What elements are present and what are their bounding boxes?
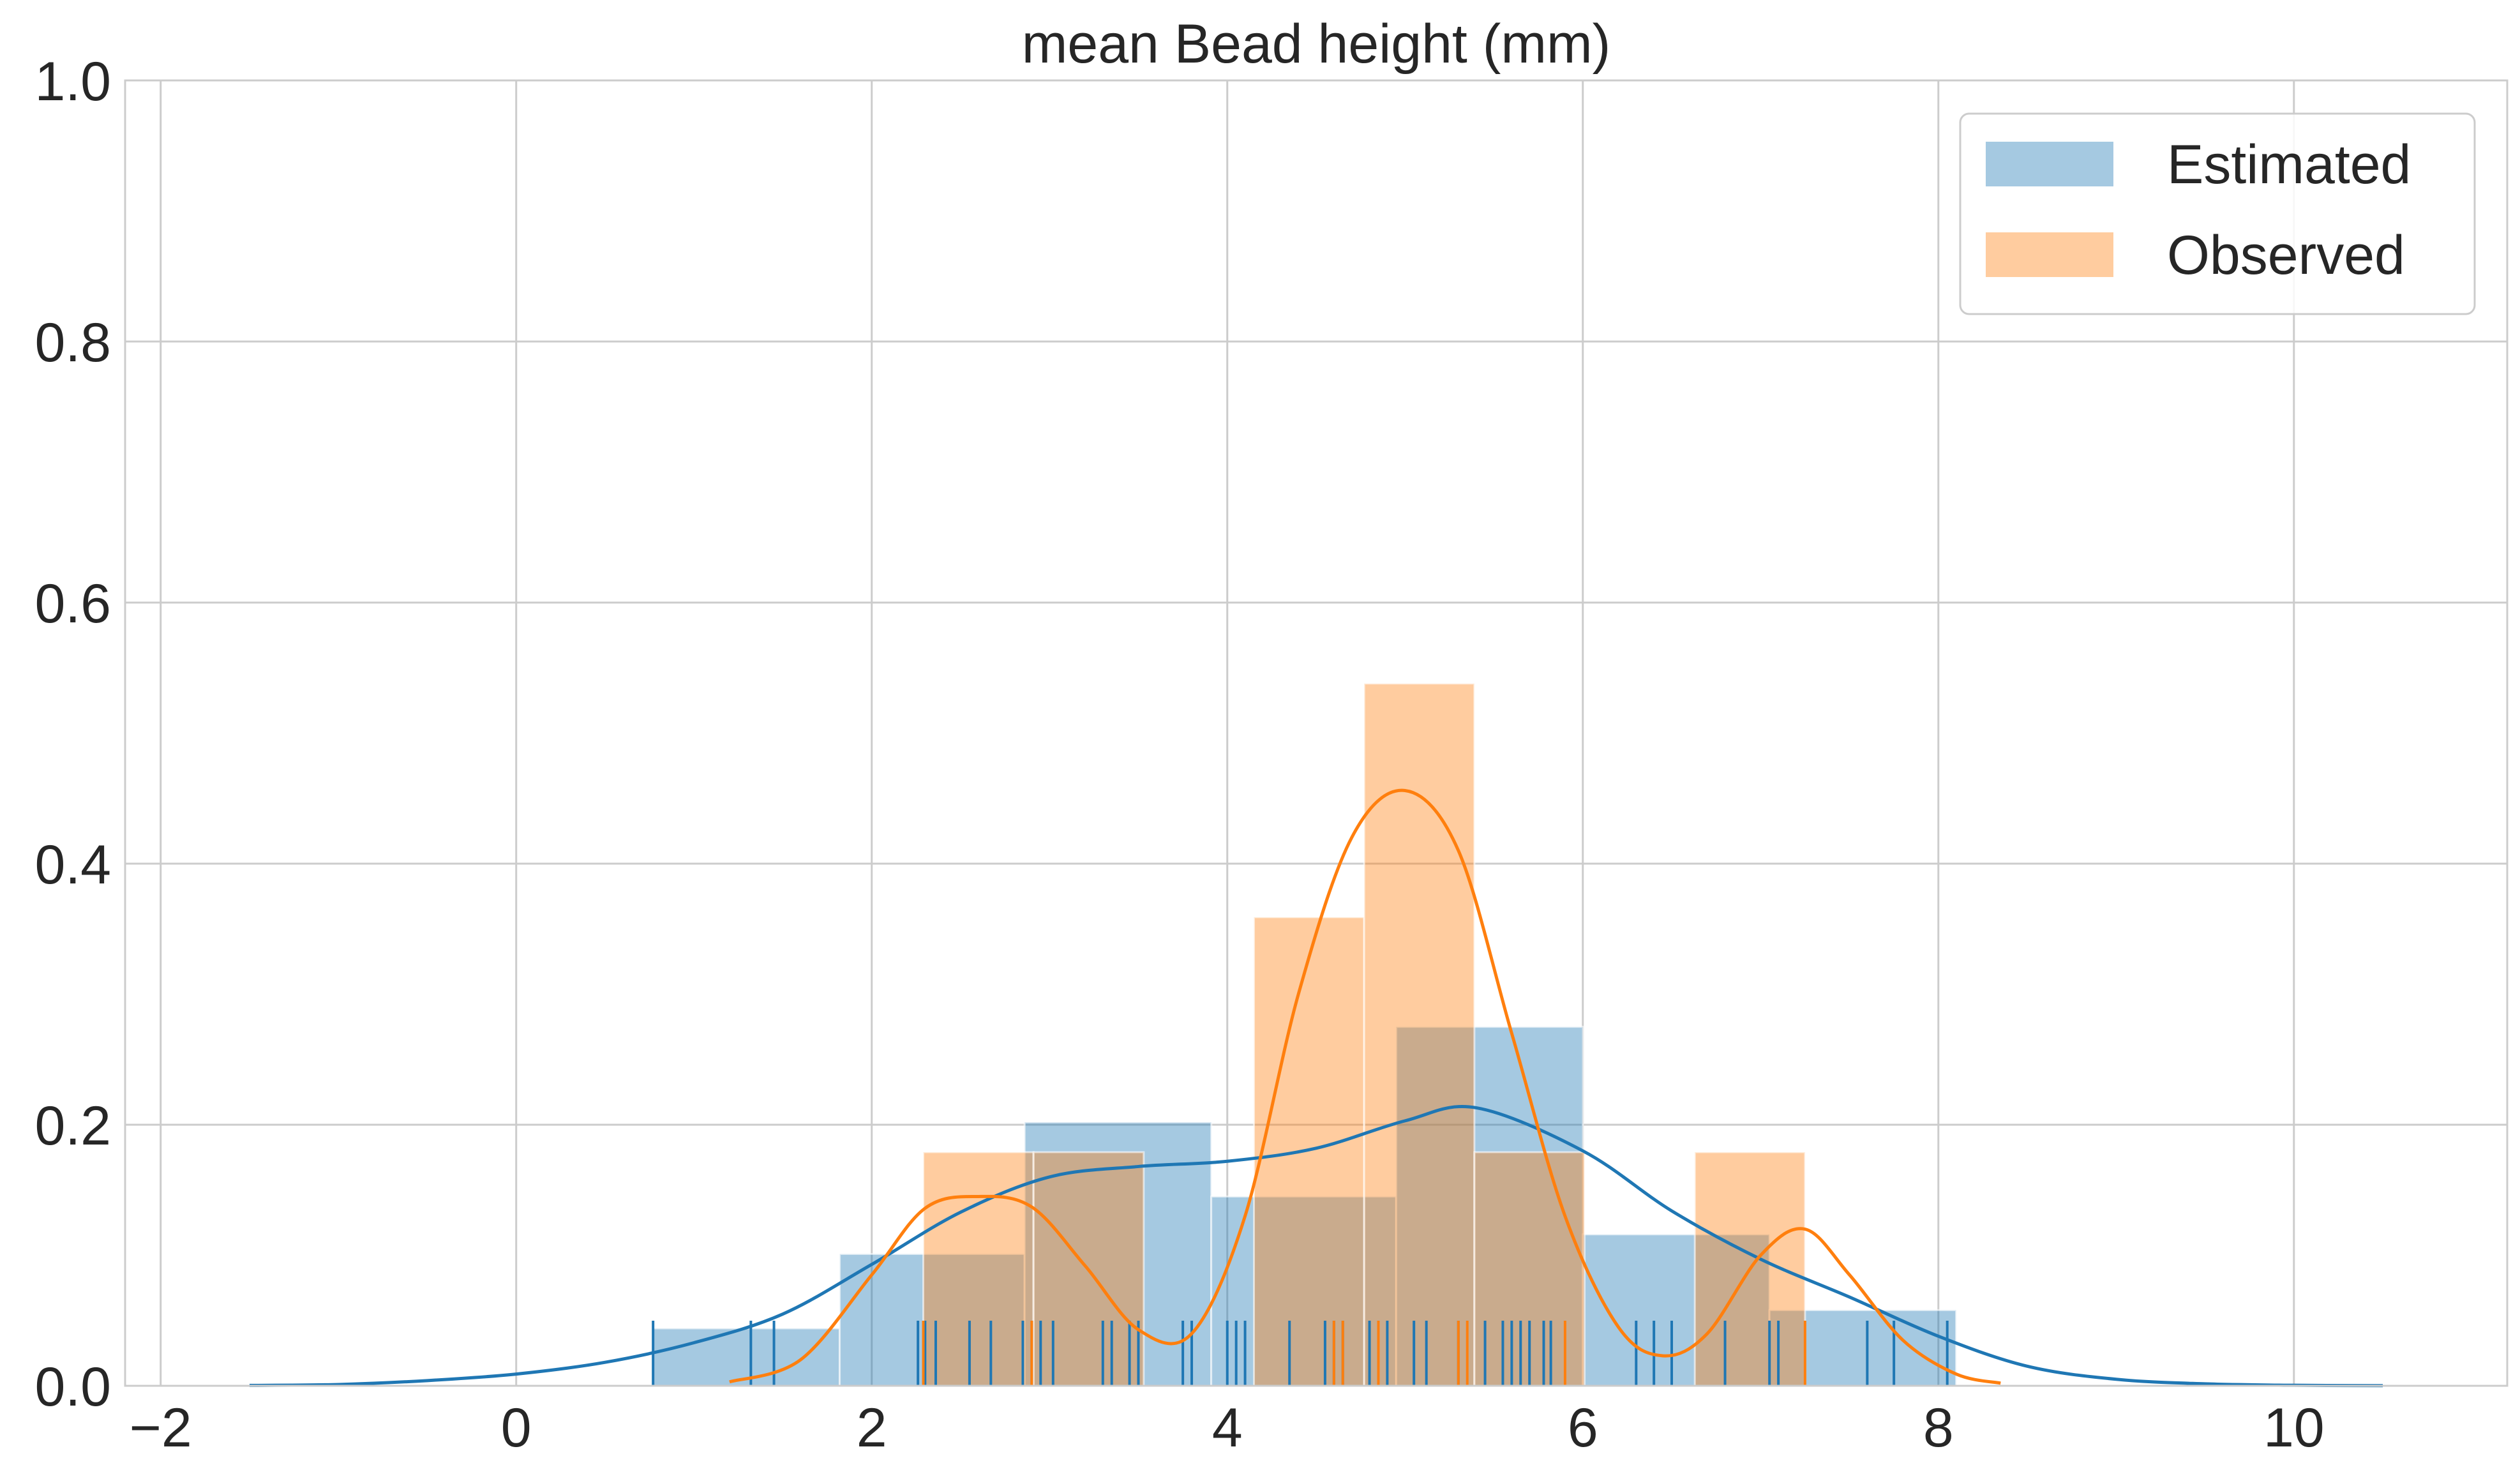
x-tick-label-5: 8	[1923, 1397, 1954, 1459]
x-tick-label-2: 2	[857, 1397, 887, 1459]
tick-labels: −2 0 2 4 6 8 10 0.0 0.2 0.4 0.6 0.8 1.0	[34, 51, 2324, 1459]
y-tick-label-2: 0.4	[34, 834, 111, 896]
x-tick-label-1: 0	[501, 1397, 532, 1459]
kde-line-estimated	[249, 1104, 2383, 1388]
legend-swatch-observed	[1986, 232, 2113, 277]
x-tick-label-6: 10	[2263, 1397, 2325, 1459]
legend-label-observed: Observed	[2167, 225, 2405, 286]
x-tick-label-4: 6	[1568, 1397, 1598, 1459]
legend-frame	[1959, 112, 2476, 315]
y-tick-label-5: 1.0	[34, 51, 111, 112]
chart-title: mean Bead height (mm)	[1022, 13, 1611, 75]
kde-curves	[249, 788, 2383, 1388]
x-tick-label-0: −2	[130, 1397, 192, 1459]
y-tick-label-1: 0.2	[34, 1095, 111, 1157]
y-tick-label-3: 0.6	[34, 573, 111, 634]
legend-swatch-estimated	[1986, 142, 2113, 186]
plot-frame	[124, 79, 2509, 1387]
legend: Estimated Observed	[1959, 112, 2476, 315]
bar-observed-0	[922, 1151, 1035, 1387]
bar-observed-3	[1253, 916, 1365, 1387]
bar-observed-4	[1363, 682, 1476, 1387]
legend-label-estimated: Estimated	[2167, 134, 2411, 195]
bar-estimated-6	[1768, 1309, 1958, 1387]
kde-line-observed	[729, 788, 2001, 1385]
rug-marks	[652, 1321, 1949, 1386]
x-tick-label-3: 4	[1212, 1397, 1243, 1459]
y-tick-label-0: 0.0	[34, 1356, 111, 1418]
y-tick-label-4: 0.8	[34, 312, 111, 373]
